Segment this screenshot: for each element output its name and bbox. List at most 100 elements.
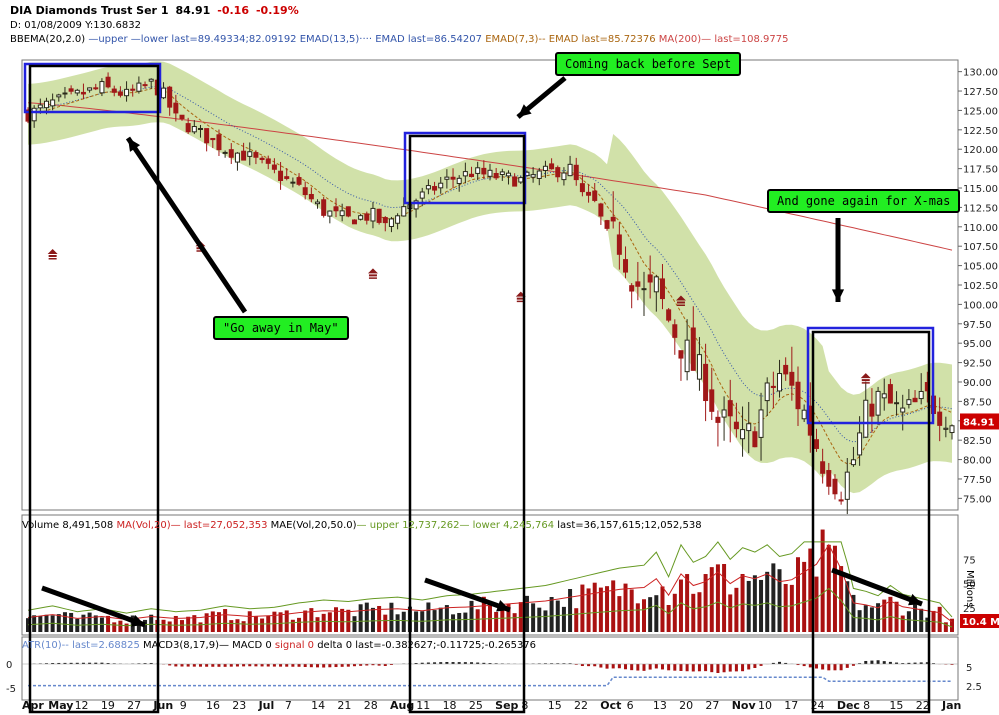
price-tick-label: 127.50 [963,87,998,98]
callout-coming-back: Coming back before Sept [555,52,742,76]
candle-body [456,177,462,184]
volume-ma-last: last=27,052,353 [183,520,268,531]
price-tick-label: 87.50 [963,397,992,408]
overlay-emad: EMAD(13,5) [299,34,360,45]
volume-bar [463,612,468,632]
volume-bar [642,599,646,632]
volume-bar [728,594,733,632]
arrow-go-away [125,136,248,314]
volume-bar [734,587,739,632]
macd-histogram-bar [833,664,837,671]
macd-histogram-bar [778,661,782,664]
macd-histogram-bar [556,663,560,664]
volume-bar [494,611,499,632]
price-tick-label: 75.00 [963,494,992,505]
volume-tick-label: 75 [963,555,976,566]
candle-body [74,89,80,94]
arrow-volume-may-head [131,615,145,627]
candle-body [857,432,863,456]
volume-bar [820,529,825,632]
candle-body [401,206,407,217]
candle-body [265,158,271,164]
x-tick-label: Oct [600,699,621,712]
candle-body [234,152,240,163]
volume-bar [216,612,221,632]
macd-histogram-bar [587,664,591,667]
macd-histogram-bar [44,663,48,664]
candle-body [505,172,511,177]
macd-histogram-bar [858,663,862,664]
volume-bar [629,589,634,632]
macd-histogram-bar [143,663,147,664]
x-tick-label: 28 [364,699,378,712]
volume-bar [574,608,579,632]
macd-histogram-bar [685,664,689,672]
candle-body [444,176,450,180]
candle-body [900,407,906,413]
volume-bar [290,619,295,632]
candle-body [241,150,247,161]
x-tick-label: 18 [443,699,457,712]
candle-body [419,191,425,199]
box-sept-black [408,134,526,714]
macd-0: MACD 0 [232,640,272,651]
macd-histogram-bar [346,664,350,667]
macd-histogram-bar [673,664,677,671]
volume-bar [851,594,856,632]
candle-body [838,499,844,502]
candle-body [99,81,105,94]
volume-last-badge-text: 10.4 M [962,617,999,628]
macd-histogram-bar [827,664,831,671]
macd-histogram-bar [260,664,264,667]
candle-body [635,281,641,287]
candle-body [271,164,277,170]
volume-bar [943,622,948,632]
price-tick-label: 112.50 [963,203,998,214]
x-tick-label: 7 [285,699,292,712]
volume-bar [327,612,332,632]
volume-bar [752,575,757,632]
volume-bar [93,615,98,632]
candle-body [795,381,801,410]
volume-bar [919,608,924,632]
arrow-volume-xmas-head [908,593,922,606]
macd-histogram-bar [106,663,110,664]
price-tick-label: 125.00 [963,106,998,117]
macd-histogram-bar [550,663,554,664]
symbol-title: DIA Diamonds Trust Ser 1 [10,4,169,17]
volume-bar [900,615,905,632]
volume-bar [241,621,246,632]
macd-histogram-bar [624,664,628,670]
volume-bar [765,571,770,632]
macd-histogram-bar [433,662,437,664]
volume-bar [709,567,714,632]
volume-bar [401,611,406,632]
x-tick-label: 15 [889,699,903,712]
macd-histogram-bar [297,664,301,667]
atr-line [28,676,952,687]
candle-body [561,172,567,181]
candle-body [124,88,130,97]
price-tick-label: 122.50 [963,126,998,137]
candle-body [684,339,690,373]
candle-body [364,213,370,221]
macd-histogram-bar [235,664,239,667]
macd-histogram-bar [137,663,141,664]
candle-body [210,137,216,141]
macd-histogram-bar [38,663,42,664]
volume-bar [149,614,154,632]
candle-body [641,288,647,291]
x-tick-label: 13 [653,699,667,712]
volume-bar [814,576,819,632]
macd-histogram-bar [771,662,775,664]
candle-body [579,183,585,193]
x-tick-label: May [48,699,73,712]
macd-histogram-bar [925,662,929,664]
volume-mae-upper-line [27,541,953,618]
macd-histogram-bar [654,664,658,669]
volume-bar [672,593,677,632]
candle-body [715,416,721,423]
candle-body [68,88,74,92]
macd-histogram-bar [254,664,258,667]
volume-tick-label: 50 [963,580,976,591]
